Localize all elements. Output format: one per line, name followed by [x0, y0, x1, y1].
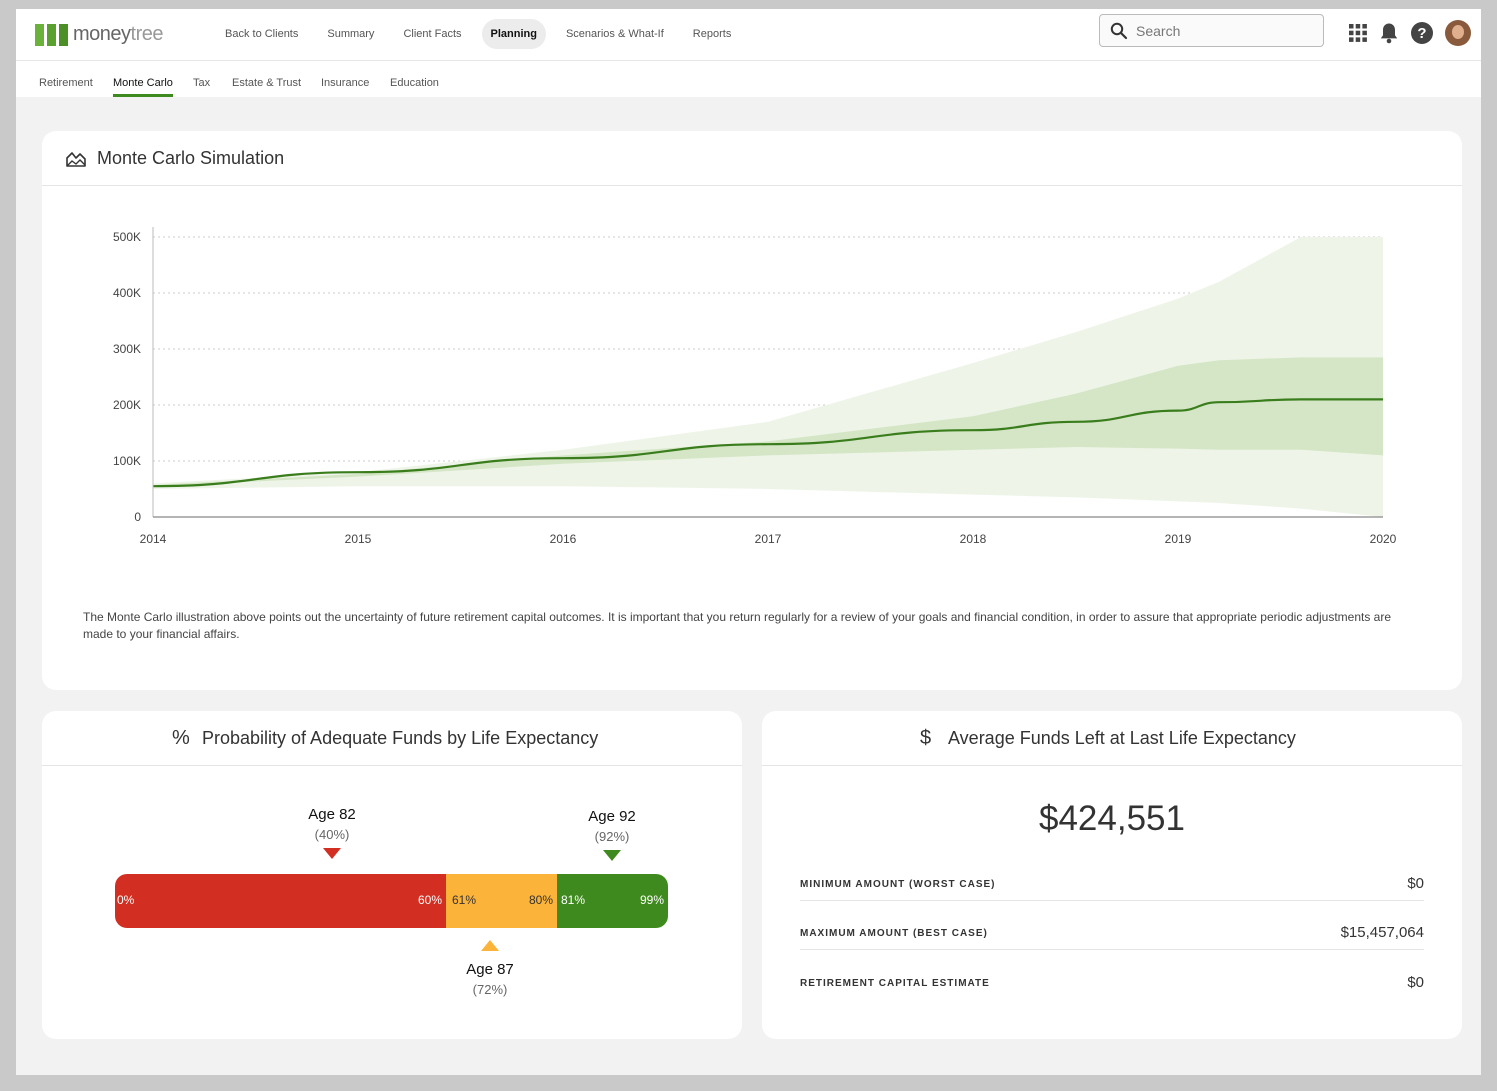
- y-tick-label: 0: [134, 510, 141, 524]
- average-funds-card: $ Average Funds Left at Last Life Expect…: [762, 711, 1462, 1039]
- x-tick-label: 2018: [960, 532, 987, 546]
- probability-header: % Probability of Adequate Funds by Life …: [42, 711, 742, 766]
- probability-title: Probability of Adequate Funds by Life Ex…: [202, 728, 599, 748]
- segment-end-label: 60%: [417, 893, 442, 907]
- sub-nav: Retirement Monte Carlo Tax Estate & Trus…: [16, 61, 1481, 97]
- segment-amber: 61% 80%: [446, 874, 557, 928]
- segment-start-label: 0%: [117, 893, 135, 907]
- triangle-down-icon: [603, 850, 621, 861]
- app-window: moneytree Back to Clients Summary Client…: [16, 9, 1481, 1075]
- probability-bar: 0% 60% 61% 80% 81% 99%: [115, 874, 668, 928]
- x-tick-label: 2017: [755, 532, 782, 546]
- segment-end-label: 80%: [528, 893, 553, 907]
- top-bar: moneytree Back to Clients Summary Client…: [16, 9, 1481, 61]
- nav-summary[interactable]: Summary: [327, 28, 375, 40]
- row-label: MINIMUM AMOUNT (WORST CASE): [800, 879, 996, 890]
- y-tick-label: 300K: [113, 342, 141, 356]
- monte-carlo-title: Monte Carlo Simulation: [97, 148, 285, 168]
- y-tick-label: 500K: [113, 230, 141, 244]
- top-icons: ?: [1348, 20, 1471, 46]
- marker-age-92: Age 92 (92%): [562, 808, 662, 867]
- moneytree-logo[interactable]: moneytree: [35, 23, 164, 46]
- nav-reports[interactable]: Reports: [692, 28, 732, 40]
- apps-grid-icon[interactable]: [1348, 23, 1368, 43]
- segment-red: 0% 60%: [115, 874, 446, 928]
- subnav-estate-trust[interactable]: Estate & Trust: [232, 77, 302, 89]
- segment-green: 81% 99%: [557, 874, 668, 928]
- segment-end-label: 99%: [639, 893, 664, 907]
- subnav-tax[interactable]: Tax: [193, 77, 211, 89]
- search-input[interactable]: [1136, 21, 1316, 41]
- subnav-monte-carlo[interactable]: Monte Carlo: [113, 77, 173, 89]
- average-funds-title: Average Funds Left at Last Life Expectan…: [948, 728, 1296, 748]
- marker-age-label: Age 87: [466, 961, 514, 978]
- average-funds-header: $ Average Funds Left at Last Life Expect…: [762, 711, 1462, 766]
- monte-carlo-chart: 0 100K 200K 300K 400K 500K 2014 2015 2016 2017 201…: [113, 227, 1397, 546]
- marker-age-label: Age 92: [588, 808, 636, 825]
- x-tick-label: 2020: [1370, 532, 1397, 546]
- monte-carlo-card: Monte Carlo Simulation 0 100K 200K 300K 400K…: [42, 131, 1462, 690]
- probability-card: % Probability of Adequate Funds by Life …: [42, 711, 742, 1039]
- active-tab-indicator: [113, 94, 173, 97]
- svg-text:?: ?: [1417, 25, 1426, 42]
- marker-pct-label: (92%): [594, 829, 630, 844]
- x-tick-label: 2019: [1165, 532, 1192, 546]
- bell-icon[interactable]: [1379, 22, 1399, 44]
- triangle-up-icon: [481, 940, 499, 951]
- marker-pct-label: (40%): [314, 827, 350, 842]
- segment-start-label: 61%: [452, 893, 477, 907]
- monte-carlo-description: The Monte Carlo illustration above point…: [83, 610, 1392, 641]
- average-amount: $424,551: [1039, 799, 1185, 838]
- nav-client-facts[interactable]: Client Facts: [403, 28, 462, 40]
- row-divider: [800, 949, 1424, 950]
- row-value: $0: [1407, 875, 1424, 892]
- marker-pct-label: (72%): [472, 982, 508, 997]
- median-line: [152, 398, 1383, 488]
- y-tick-label: 200K: [113, 398, 141, 412]
- logo-bars-icon: [35, 23, 68, 46]
- segment-start-label: 81%: [561, 893, 586, 907]
- x-tick-label: 2016: [550, 532, 577, 546]
- mountain-chart-icon: [66, 152, 86, 167]
- subnav-education[interactable]: Education: [390, 77, 439, 89]
- dollar-icon: $: [920, 727, 932, 749]
- logo-text-money: money: [73, 23, 131, 45]
- marker-age-87: Age 87 (72%): [440, 939, 540, 997]
- triangle-down-icon: [323, 848, 341, 859]
- nav-planning[interactable]: Planning: [481, 19, 546, 49]
- monte-carlo-header: Monte Carlo Simulation: [42, 131, 1462, 186]
- marker-age-label: Age 82: [308, 806, 356, 823]
- row-value: $15,457,064: [1340, 924, 1424, 941]
- nav-scenarios[interactable]: Scenarios & What-If: [565, 28, 664, 40]
- subnav-retirement[interactable]: Retirement: [39, 77, 93, 89]
- search-icon: [1110, 22, 1128, 40]
- percent-icon: %: [172, 727, 190, 749]
- x-tick-label: 2014: [140, 532, 167, 546]
- subnav-insurance[interactable]: Insurance: [321, 77, 370, 89]
- marker-age-82: Age 82 (40%): [282, 806, 382, 865]
- x-tick-label: 2015: [345, 532, 372, 546]
- nav-back-to-clients[interactable]: Back to Clients: [225, 28, 299, 40]
- inner-confidence-band: [153, 357, 1383, 487]
- row-minimum-amount: MINIMUM AMOUNT (WORST CASE) $0: [800, 868, 1424, 901]
- logo-text-tree: tree: [130, 23, 164, 45]
- row-maximum-amount: MAXIMUM AMOUNT (BEST CASE) $15,457,064: [800, 917, 1424, 950]
- row-value: $0: [1407, 974, 1424, 991]
- y-tick-label: 400K: [113, 286, 141, 300]
- user-avatar[interactable]: [1445, 20, 1471, 46]
- row-label: MAXIMUM AMOUNT (BEST CASE): [800, 928, 988, 939]
- row-retirement-capital: RETIREMENT CAPITAL ESTIMATE $0: [800, 967, 1424, 997]
- main-nav: Back to Clients Summary Client Facts Pla…: [216, 19, 751, 49]
- search-box[interactable]: [1099, 14, 1324, 47]
- y-tick-label: 100K: [113, 454, 141, 468]
- help-icon[interactable]: ?: [1410, 21, 1434, 45]
- row-label: RETIREMENT CAPITAL ESTIMATE: [800, 978, 990, 989]
- row-divider: [800, 900, 1424, 901]
